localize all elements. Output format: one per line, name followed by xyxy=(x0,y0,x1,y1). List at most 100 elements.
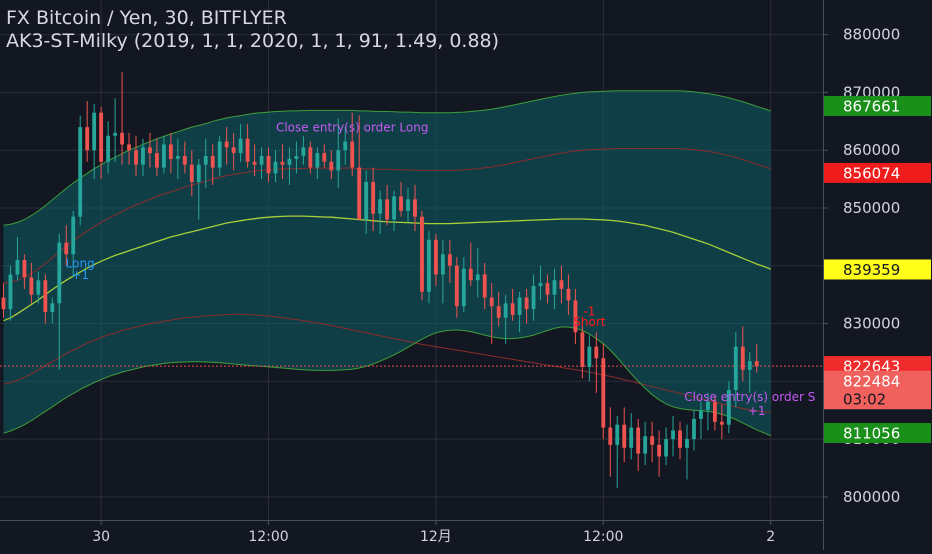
candle xyxy=(120,72,124,165)
band-fill xyxy=(3,90,771,436)
price-badge-label: 856074 xyxy=(843,164,900,182)
candle-body xyxy=(113,132,117,136)
candle xyxy=(15,236,20,281)
candle xyxy=(259,147,264,180)
candle xyxy=(141,138,145,177)
candle-body xyxy=(573,300,578,333)
candle-body xyxy=(182,156,187,165)
candle xyxy=(308,141,313,174)
indicator-legend: AK3-ST-Milky (2019, 1, 1, 2020, 1, 1, 91… xyxy=(6,30,500,52)
candle xyxy=(524,288,529,324)
candle xyxy=(482,262,487,310)
candle xyxy=(8,265,13,321)
candle-body xyxy=(161,144,166,168)
band-upper-line xyxy=(3,90,771,226)
candles xyxy=(1,72,759,489)
candle-body xyxy=(594,346,599,359)
time-axis: 30 12:00 12月 12:00 2 xyxy=(92,520,775,545)
candle-body xyxy=(629,427,634,448)
price-badge-box xyxy=(824,370,931,391)
candle xyxy=(420,210,424,301)
candle xyxy=(747,352,752,393)
candle xyxy=(657,430,662,477)
candle-body xyxy=(245,138,250,162)
candle xyxy=(629,413,634,460)
candle-body xyxy=(294,156,299,159)
candle-body xyxy=(343,141,348,151)
candle xyxy=(364,170,369,234)
candle-body xyxy=(392,196,396,220)
price-badge-box xyxy=(824,162,931,183)
candle xyxy=(266,147,271,182)
candle xyxy=(413,184,417,232)
candle xyxy=(461,257,466,312)
candle xyxy=(252,144,257,177)
candle xyxy=(503,294,508,344)
candle-body xyxy=(664,439,668,457)
candle-body xyxy=(266,156,271,174)
candle-body xyxy=(287,158,292,165)
candle-body xyxy=(608,427,613,445)
price-tick-label: 830000 xyxy=(843,315,900,333)
candle xyxy=(454,257,459,318)
candle xyxy=(203,138,208,188)
candle-body xyxy=(601,358,606,428)
candle xyxy=(50,297,55,324)
candle-body xyxy=(580,332,585,367)
candle-body xyxy=(552,280,557,295)
price-tick-label: 860000 xyxy=(843,141,900,159)
candle-body xyxy=(238,138,243,154)
candle xyxy=(22,254,27,289)
candle xyxy=(594,332,599,393)
candle-body xyxy=(57,242,62,304)
candle-body xyxy=(357,167,362,220)
candle-body xyxy=(315,153,320,168)
candle xyxy=(643,421,648,466)
candle xyxy=(545,274,550,304)
candle-body xyxy=(322,153,327,162)
candle xyxy=(650,421,655,463)
candle-body xyxy=(385,199,390,220)
candle-body xyxy=(427,239,431,292)
price-tick-label: 850000 xyxy=(843,199,900,217)
candle-body xyxy=(489,297,494,307)
candle-body xyxy=(71,216,76,255)
candle-body xyxy=(196,164,201,182)
price-tick-label: 880000 xyxy=(843,26,900,44)
price-badge-label: 822484 xyxy=(843,372,900,390)
candle xyxy=(510,288,515,321)
candle xyxy=(699,401,703,440)
candle-body xyxy=(545,283,550,295)
price-badge-label: 811056 xyxy=(843,425,900,443)
candle-body xyxy=(99,112,104,162)
candle xyxy=(608,407,613,477)
candle-body xyxy=(329,161,334,171)
candle xyxy=(517,291,522,333)
candle-body xyxy=(22,260,27,278)
candle-body xyxy=(461,268,466,307)
candle xyxy=(496,291,501,327)
candle-body xyxy=(364,182,369,220)
candle-body xyxy=(231,147,236,154)
candle xyxy=(64,225,69,266)
candle xyxy=(315,147,320,180)
candle-body xyxy=(259,156,264,165)
candle-body xyxy=(433,239,438,275)
candle xyxy=(566,274,571,315)
candle xyxy=(712,395,717,431)
candle-body xyxy=(50,303,55,312)
candle-body xyxy=(712,401,717,422)
candle-body xyxy=(754,361,759,367)
candle-body xyxy=(566,288,571,301)
candle xyxy=(85,101,90,162)
time-tick-label: 12:00 xyxy=(248,529,288,545)
trade-annotation-label: -1 xyxy=(583,304,595,318)
candle xyxy=(43,274,48,324)
price-badge-label: 839359 xyxy=(843,261,900,279)
candle xyxy=(447,239,452,284)
candle-body xyxy=(1,297,6,310)
candle xyxy=(385,184,390,226)
candle xyxy=(664,427,668,466)
candle xyxy=(148,132,152,168)
